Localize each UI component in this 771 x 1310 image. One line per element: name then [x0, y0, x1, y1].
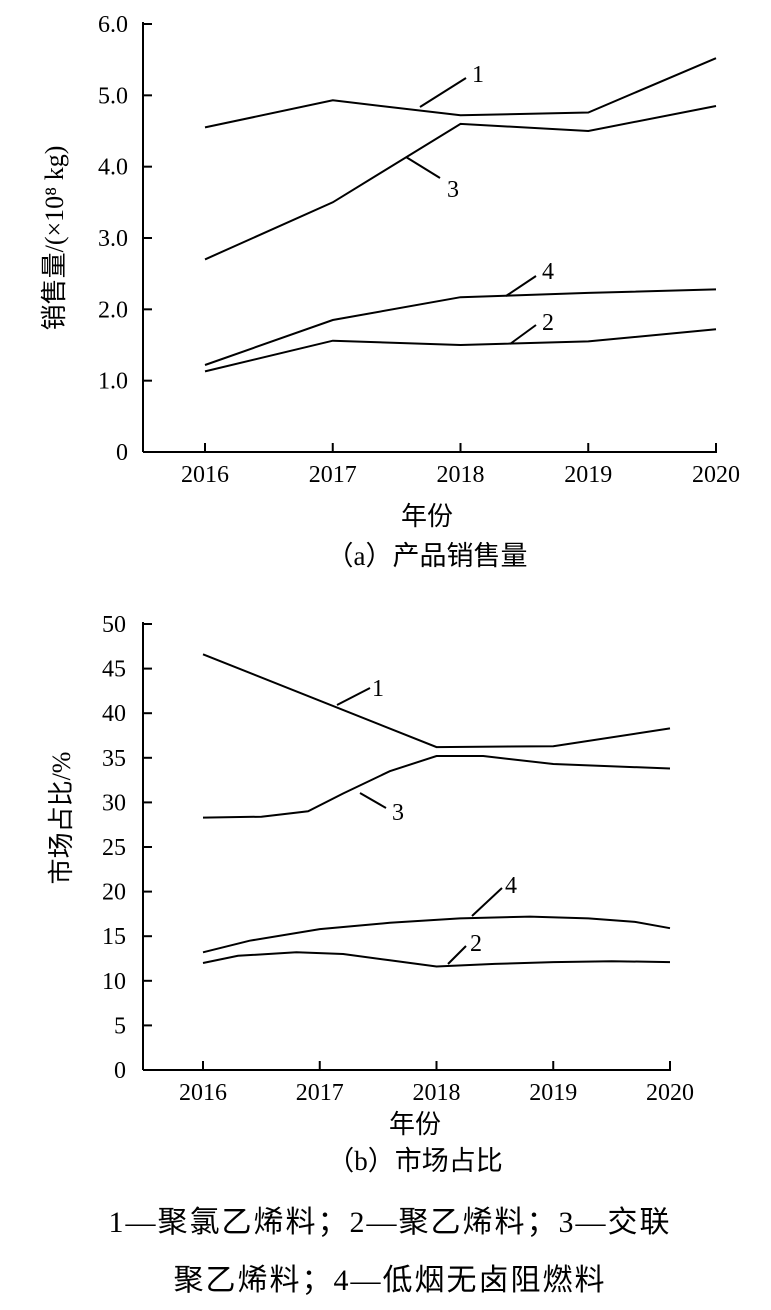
chart-b-leader-4 — [471, 887, 503, 917]
chart-b-series-group — [202, 653, 671, 968]
chart-b-y-tick-label: 5 — [114, 1013, 126, 1039]
chart-a-leader-1 — [419, 77, 467, 108]
chart-a-y-tick-label: 5.0 — [98, 83, 128, 109]
chart-b-series-3-line — [202, 755, 671, 819]
chart-a-axes — [142, 22, 717, 453]
chart-a-y-axis-title: 销售量/(×10⁸ kg) — [40, 146, 69, 331]
chart-a-leader-2 — [509, 324, 537, 345]
chart-b-y-tick-label: 45 — [102, 657, 126, 683]
chart-b-series-label-3: 3 — [392, 800, 404, 826]
chart-a-x-tick-label: 2019 — [564, 462, 612, 488]
chart-b-y-tick-label: 20 — [102, 880, 126, 906]
chart-a-series-label-3: 3 — [447, 177, 459, 203]
chart-b-x-tick-label: 2020 — [646, 1080, 694, 1106]
chart-a-leader-4 — [505, 275, 537, 297]
chart-b-x-tick-group: 2016 2017 2018 2019 2020 — [179, 1061, 694, 1106]
chart-b: 2016 2017 2018 2019 2020 0 5 10 15 20 25 30 35 40 45 5… — [47, 612, 694, 1176]
chart-a-series-label-2: 2 — [542, 310, 554, 336]
chart-b-y-tick-label: 40 — [102, 701, 126, 727]
chart-b-y-tick-label: 0 — [114, 1058, 126, 1084]
chart-a-y-tick-label: 2.0 — [98, 297, 128, 323]
chart-a-series-2-line — [204, 328, 717, 373]
chart-b-leader-1 — [336, 687, 371, 706]
legend-line-2: 聚乙烯料；4—低烟无卤阻燃料 — [174, 1264, 607, 1297]
chart-b-leader-group — [336, 687, 503, 965]
chart-b-series-label-2: 2 — [470, 931, 482, 957]
chart-a-leader-group — [405, 77, 537, 345]
chart-a-y-tick-label: 3.0 — [98, 226, 128, 252]
legend-line-1: 1—聚氯乙烯料；2—聚乙烯料；3—交联 — [109, 1206, 672, 1239]
chart-b-leader-2 — [447, 945, 467, 965]
chart-b-y-tick-label: 15 — [102, 924, 126, 950]
chart-b-y-tick-label: 25 — [102, 835, 126, 861]
chart-b-y-tick-group: 0 5 10 15 20 25 30 35 40 45 50 — [102, 612, 152, 1084]
chart-a-series-1-line — [204, 57, 717, 129]
chart-b-series-label-1: 1 — [372, 676, 384, 702]
chart-a-y-tick-label: 0 — [116, 440, 128, 466]
chart-a: 2016 2017 2018 2019 2020 0 1.0 2.0 3.0 4.0 5.0 6.0… — [40, 12, 740, 571]
chart-b-x-tick-label: 2017 — [296, 1080, 344, 1106]
chart-b-x-tick-label: 2016 — [179, 1080, 227, 1106]
chart-a-y-tick-label: 4.0 — [98, 155, 128, 181]
chart-b-series-label-4: 4 — [505, 873, 517, 899]
chart-a-x-tick-label: 2020 — [692, 462, 740, 488]
chart-a-x-tick-group: 2016 2017 2018 2019 2020 — [181, 443, 740, 488]
chart-a-series-label-1: 1 — [472, 62, 484, 88]
chart-a-caption: （a）产品销售量 — [327, 541, 528, 571]
chart-b-series-1-line — [202, 653, 671, 749]
chart-a-x-tick-label: 2018 — [437, 462, 485, 488]
chart-a-series-group — [204, 57, 717, 373]
chart-b-y-tick-label: 10 — [102, 969, 126, 995]
chart-b-series-4-line — [202, 915, 671, 954]
chart-b-y-tick-label: 35 — [102, 746, 126, 772]
chart-b-caption: （b）市场占比 — [327, 1146, 503, 1176]
chart-b-x-tick-label: 2019 — [529, 1080, 577, 1106]
chart-a-series-3-line — [204, 105, 717, 261]
chart-b-y-tick-label: 30 — [102, 790, 126, 816]
chart-a-x-tick-label: 2017 — [309, 462, 357, 488]
chart-b-axes — [142, 622, 671, 1071]
chart-a-y-tick-label: 6.0 — [98, 12, 128, 38]
chart-a-y-tick-group: 0 1.0 2.0 3.0 4.0 5.0 6.0 — [98, 12, 152, 466]
chart-b-leader-3 — [359, 792, 387, 809]
chart-a-series-4-line — [204, 288, 717, 366]
chart-a-series-label-4: 4 — [542, 259, 554, 285]
chart-b-y-axis-title: 市场占比/% — [47, 752, 76, 885]
chart-a-leader-3 — [405, 156, 441, 179]
chart-b-x-tick-label: 2018 — [413, 1080, 461, 1106]
chart-b-y-tick-label: 50 — [102, 612, 126, 638]
chart-a-x-tick-label: 2016 — [181, 462, 229, 488]
chart-b-series-2-line — [202, 951, 671, 968]
chart-a-y-tick-label: 1.0 — [98, 369, 128, 395]
chart-a-x-axis-title: 年份 — [401, 502, 453, 531]
chart-b-x-axis-title: 年份 — [389, 1110, 441, 1139]
